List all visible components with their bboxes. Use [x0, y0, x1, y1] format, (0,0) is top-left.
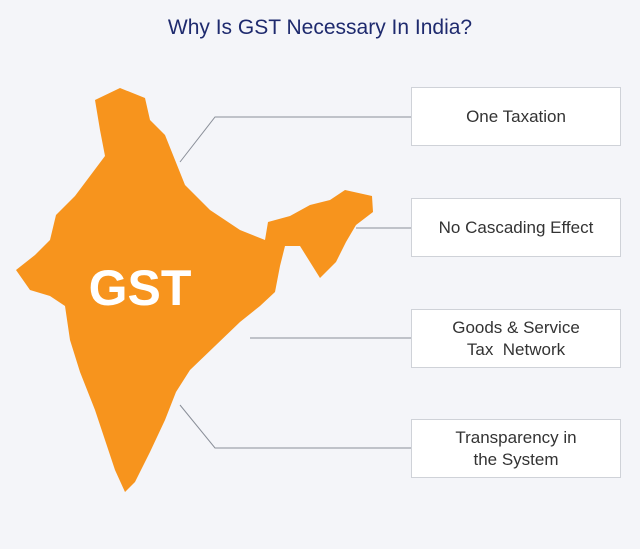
reason-box: No Cascading Effect: [411, 198, 621, 257]
reason-text: One Taxation: [466, 106, 566, 126]
india-map: [16, 88, 373, 492]
reason-box: One Taxation: [411, 87, 621, 146]
reason-box: Goods & Service Tax Network: [411, 309, 621, 368]
reason-text: Goods & Service: [452, 317, 580, 337]
reason-box: Transparency in the System: [411, 419, 621, 478]
reason-text: Tax Network: [466, 339, 566, 359]
connector: [179, 116, 411, 163]
reason-text: No Cascading Effect: [438, 217, 594, 237]
map-label: GST: [89, 260, 192, 316]
connectors: [179, 116, 411, 449]
reason-text: Transparency in: [455, 427, 577, 447]
reason-text: the System: [473, 449, 559, 469]
connector: [179, 404, 411, 449]
title: Why Is GST Necessary In India?: [167, 16, 473, 39]
